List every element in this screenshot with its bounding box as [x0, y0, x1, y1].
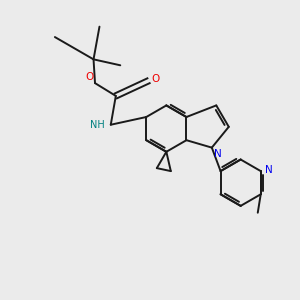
Text: N: N [265, 165, 273, 175]
Text: O: O [151, 74, 159, 84]
Text: O: O [85, 72, 94, 82]
Text: N: N [214, 149, 222, 159]
Text: NH: NH [90, 120, 105, 130]
